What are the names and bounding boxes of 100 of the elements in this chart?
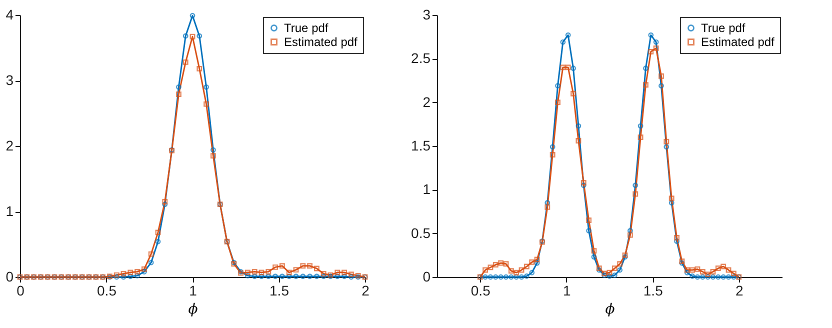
point: [307, 263, 313, 269]
point: [190, 34, 196, 40]
point: [560, 64, 566, 70]
point: [120, 274, 126, 280]
point: [162, 202, 168, 208]
point: [498, 274, 504, 280]
legend-label: True pdf: [284, 21, 329, 35]
point: [348, 272, 354, 278]
point: [524, 264, 530, 270]
point: [529, 270, 535, 276]
legend-label: True pdf: [701, 21, 746, 35]
point: [293, 267, 299, 273]
point: [591, 248, 597, 254]
point: [560, 39, 566, 45]
x-tick-label: 2: [735, 282, 744, 298]
y-tick-label: 4: [6, 6, 14, 22]
point: [534, 256, 540, 262]
y-tick-label: 0: [422, 268, 431, 284]
x-tick-label: 1.5: [270, 282, 290, 298]
point: [498, 260, 504, 266]
point: [320, 271, 326, 276]
y-tick-label: 0.5: [411, 224, 431, 241]
point: [128, 274, 134, 280]
point: [314, 274, 320, 280]
point: [488, 264, 494, 270]
point: [658, 83, 664, 88]
point: [210, 147, 216, 153]
y-tick-label: 2: [6, 138, 14, 154]
point: [488, 274, 494, 280]
point: [300, 274, 306, 280]
point: [627, 228, 633, 234]
point: [684, 267, 690, 273]
point: [120, 271, 126, 276]
point: [176, 92, 182, 97]
point: [653, 39, 659, 45]
point: [586, 218, 592, 223]
point: [320, 274, 326, 280]
point: [148, 251, 154, 257]
x-tick-label: 2: [362, 282, 370, 298]
point: [176, 84, 182, 90]
point: [726, 267, 732, 273]
point: [503, 261, 509, 267]
point: [182, 33, 188, 39]
point: [694, 266, 700, 272]
x-tick-label: 1: [189, 282, 198, 298]
point: [134, 269, 140, 274]
point: [293, 274, 299, 280]
y-tick-label: 1: [422, 181, 431, 198]
point: [694, 274, 700, 280]
point: [638, 123, 644, 129]
point: [182, 59, 188, 65]
point: [544, 200, 550, 206]
point: [668, 200, 674, 206]
point: [730, 270, 736, 276]
point: [272, 264, 278, 270]
point: [710, 269, 716, 274]
point: [674, 238, 680, 244]
x-tick-label: 0.5: [97, 282, 117, 298]
point: [606, 270, 612, 276]
point: [314, 266, 320, 272]
point: [258, 274, 264, 280]
y-tick-label: 2.5: [411, 50, 431, 66]
point: [148, 260, 154, 266]
point: [514, 270, 520, 276]
point: [715, 274, 721, 280]
point: [266, 274, 272, 280]
point: [643, 66, 648, 71]
point: [550, 152, 556, 158]
point: [342, 270, 348, 276]
point: [580, 182, 586, 188]
y-tick-label: 2: [422, 94, 431, 110]
point: [576, 138, 582, 144]
point: [720, 274, 726, 280]
point: [508, 274, 514, 280]
point: [555, 83, 560, 88]
point: [252, 274, 258, 280]
point: [244, 272, 250, 278]
point: [272, 274, 278, 280]
point: [700, 269, 706, 274]
point: [720, 264, 726, 270]
point: [244, 270, 250, 276]
point: [258, 270, 264, 276]
point: [715, 266, 721, 271]
point: [210, 153, 216, 159]
x-tick-label: 0.5: [470, 282, 491, 298]
point: [617, 267, 623, 273]
point: [658, 73, 664, 79]
point: [503, 274, 509, 280]
x-tick-label: 0: [16, 282, 25, 298]
point: [690, 273, 696, 279]
point: [638, 134, 644, 140]
y-tick-label: 1.5: [411, 138, 431, 154]
point: [674, 234, 680, 240]
point: [518, 267, 524, 273]
point: [612, 266, 618, 271]
point: [508, 268, 514, 274]
point: [128, 270, 134, 276]
point: [550, 144, 556, 150]
point: [252, 269, 258, 274]
point: [334, 274, 340, 280]
